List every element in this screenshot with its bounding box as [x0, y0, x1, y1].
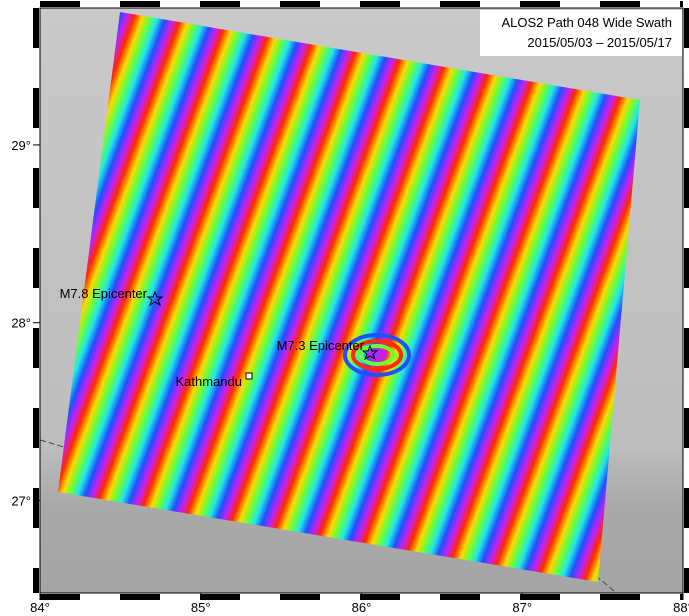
x-tick-label: 84° — [30, 600, 50, 615]
subtitle: 2015/05/03 – 2015/05/17 — [527, 35, 672, 50]
city-marker — [246, 373, 252, 379]
y-tick-label: 28° — [11, 316, 31, 331]
y-tick-label: 29° — [11, 138, 31, 153]
map-area — [40, 8, 683, 600]
x-tick-label: 86° — [352, 600, 372, 615]
x-tick-label: 85° — [191, 600, 211, 615]
x-tick-label: 87° — [512, 600, 532, 615]
title: ALOS2 Path 048 Wide Swath — [501, 15, 672, 30]
interferogram-map: ALOS2 Path 048 Wide Swath 2015/05/03 – 2… — [0, 0, 689, 616]
x-tick-label: 88° — [673, 600, 689, 615]
place-label: M7.3 Epicenter — [277, 338, 365, 353]
y-tick-label: 27° — [11, 494, 31, 509]
place-label: Kathmandu — [176, 374, 243, 389]
place-label: M7.8 Epicenter — [60, 286, 148, 301]
